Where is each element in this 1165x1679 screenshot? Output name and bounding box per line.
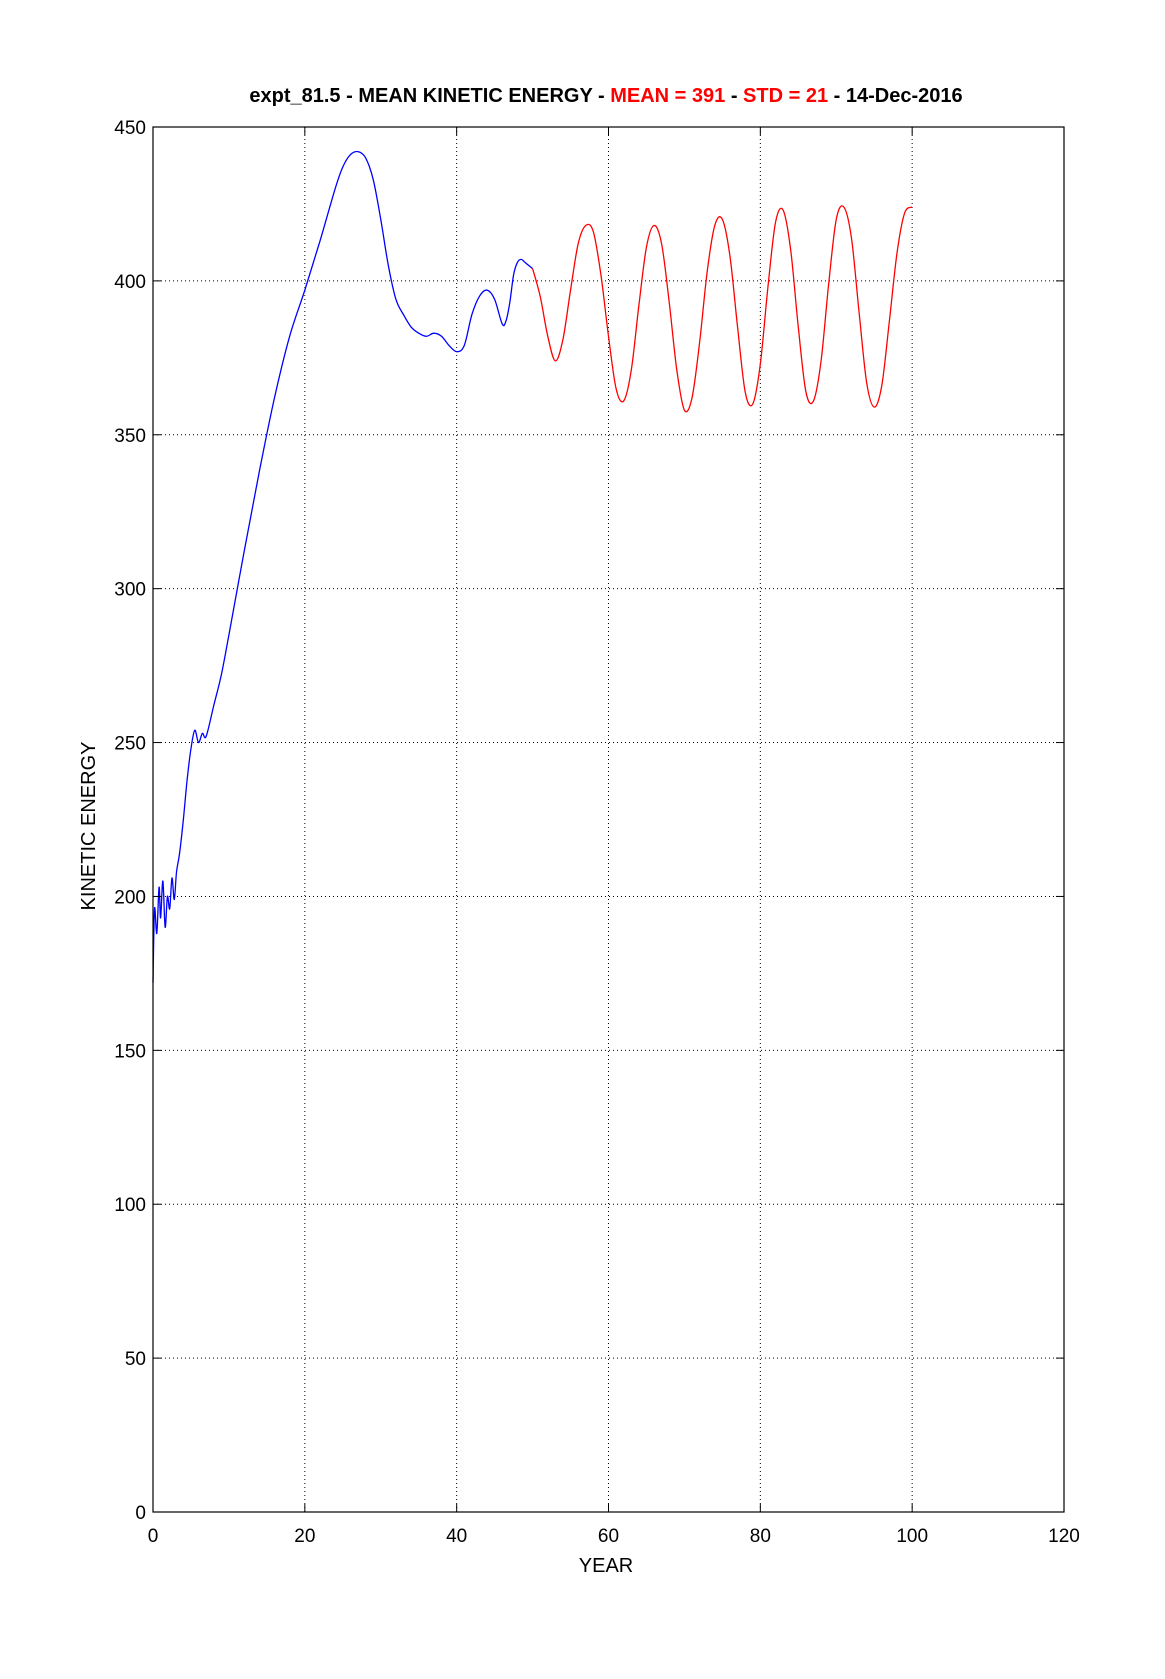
x-axis-label: YEAR bbox=[579, 1555, 633, 1577]
x-tick-label: 60 bbox=[598, 1526, 619, 1547]
data-series bbox=[152, 150, 913, 983]
y-tick-label: 350 bbox=[114, 426, 146, 447]
y-tick-label: 200 bbox=[114, 887, 146, 908]
grid-lines bbox=[153, 127, 1064, 1512]
y-tick-label: 300 bbox=[114, 580, 146, 601]
series-line-2 bbox=[531, 205, 913, 413]
x-tick-label: 0 bbox=[148, 1526, 159, 1547]
y-tick-label: 450 bbox=[114, 118, 146, 139]
x-tick-label: 20 bbox=[294, 1526, 315, 1547]
y-tick-label: 100 bbox=[114, 1195, 146, 1216]
title-prefix: expt_81.5 - MEAN KINETIC ENERGY - bbox=[249, 85, 610, 107]
x-tick-label: 120 bbox=[1048, 1526, 1080, 1547]
chart-title: expt_81.5 - MEAN KINETIC ENERGY - MEAN =… bbox=[249, 85, 962, 107]
series-line-1 bbox=[152, 150, 533, 983]
title-separator: - bbox=[725, 85, 743, 107]
title-suffix: - 14-Dec-2016 bbox=[828, 85, 963, 107]
axis-ticks: 0 20 40 60 80 100 120 0 50 100 150 200 250 300 350 400 4… bbox=[114, 118, 1080, 1547]
y-tick-label: 400 bbox=[114, 272, 146, 293]
x-tick-label: 80 bbox=[750, 1526, 771, 1547]
title-mean-value: 391 bbox=[692, 85, 725, 107]
y-tick-label: 50 bbox=[125, 1349, 146, 1370]
y-tick-label: 150 bbox=[114, 1041, 146, 1062]
title-mean-label: MEAN = bbox=[610, 85, 692, 107]
x-tick-label: 40 bbox=[446, 1526, 467, 1547]
x-tick-label: 100 bbox=[896, 1526, 928, 1547]
y-tick-label: 0 bbox=[135, 1503, 146, 1524]
y-tick-label: 250 bbox=[114, 734, 146, 755]
y-axis-label: KINETIC ENERGY bbox=[78, 742, 100, 911]
title-std-label: STD = bbox=[743, 85, 806, 107]
title-std-value: 21 bbox=[806, 85, 828, 107]
